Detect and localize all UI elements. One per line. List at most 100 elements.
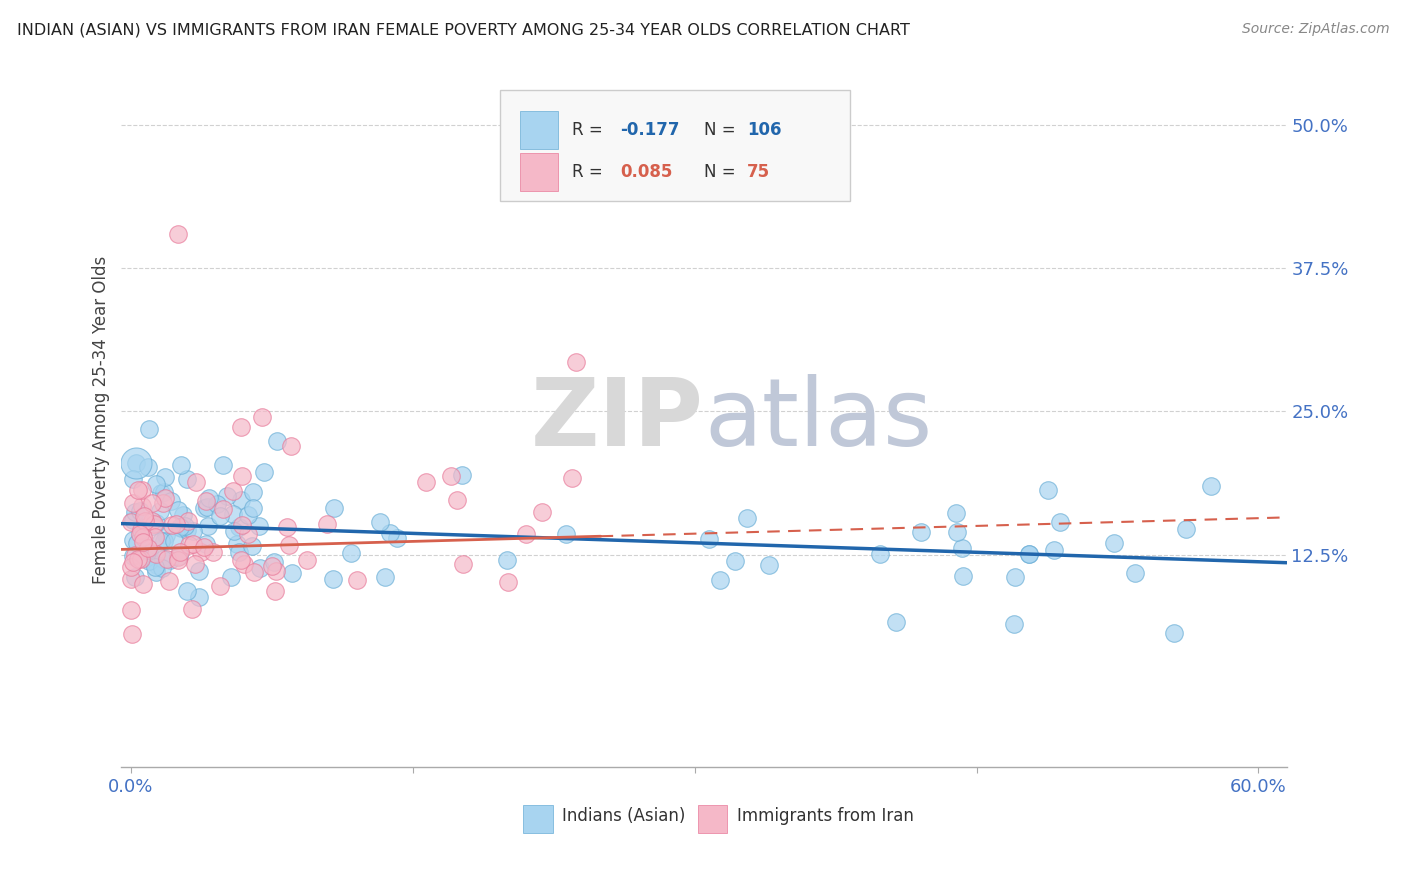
Point (163, 534, 186, 549)
Bar (523, 805, 553, 833)
Point (952, 541, 974, 556)
Point (1038, 483, 1060, 498)
Point (127, 535, 149, 549)
Point (242, 501, 264, 516)
Point (415, 475, 437, 489)
Point (184, 557, 207, 571)
Point (127, 552, 149, 566)
Point (236, 508, 259, 522)
Point (125, 456, 148, 470)
Point (346, 573, 368, 587)
Point (120, 603, 142, 617)
Y-axis label: Female Poverty Among 25-34 Year Olds: Female Poverty Among 25-34 Year Olds (93, 256, 110, 584)
Point (451, 557, 474, 571)
Point (217, 489, 239, 503)
Point (122, 549, 145, 563)
FancyBboxPatch shape (501, 90, 849, 202)
Text: Immigrants from Iran: Immigrants from Iran (737, 806, 914, 825)
Point (143, 559, 166, 574)
Point (167, 549, 190, 564)
Point (378, 525, 401, 540)
Point (121, 533, 143, 548)
Point (1102, 536, 1125, 550)
Point (208, 578, 231, 592)
Bar (520, 112, 558, 149)
Bar (520, 153, 558, 191)
Point (368, 515, 391, 529)
Point (176, 472, 198, 486)
Point (295, 553, 318, 567)
Point (884, 615, 907, 629)
Point (170, 521, 193, 535)
Point (124, 570, 146, 584)
Point (561, 471, 583, 485)
Point (193, 540, 215, 554)
Point (166, 227, 188, 241)
Point (231, 518, 253, 533)
Point (202, 545, 225, 559)
Text: Indians (Asian): Indians (Asian) (562, 806, 685, 825)
Point (169, 544, 191, 558)
Point (243, 565, 266, 579)
Point (167, 549, 190, 564)
Point (122, 513, 145, 527)
Point (152, 552, 174, 566)
Point (315, 516, 337, 531)
Text: 75: 75 (747, 163, 770, 181)
Point (152, 533, 174, 548)
Point (385, 531, 408, 545)
Point (195, 537, 218, 551)
Point (122, 555, 145, 569)
Point (910, 524, 932, 539)
Point (945, 506, 967, 520)
Point (153, 484, 176, 499)
Point (253, 465, 276, 479)
Point (264, 565, 287, 579)
Point (869, 547, 891, 561)
Text: R =: R = (572, 121, 609, 139)
Point (242, 485, 264, 500)
Point (128, 527, 150, 541)
Point (952, 569, 974, 583)
Text: -0.177: -0.177 (620, 121, 679, 139)
Point (1201, 479, 1223, 493)
Point (263, 555, 285, 569)
Point (266, 434, 288, 448)
Point (240, 539, 263, 553)
Point (129, 527, 152, 541)
Point (758, 558, 780, 572)
Point (1049, 515, 1071, 529)
Point (132, 577, 155, 591)
Point (165, 516, 187, 531)
Point (1004, 616, 1026, 631)
Point (152, 496, 174, 510)
Point (167, 553, 190, 567)
Point (145, 566, 167, 580)
Bar (699, 805, 727, 833)
Point (197, 518, 219, 533)
Point (515, 526, 537, 541)
Point (121, 496, 143, 510)
Point (188, 590, 211, 604)
Point (169, 519, 191, 533)
Point (159, 553, 181, 567)
Point (277, 538, 299, 552)
Point (141, 519, 163, 533)
Point (222, 524, 245, 538)
Point (141, 514, 163, 528)
Point (184, 475, 207, 490)
Point (212, 502, 235, 516)
Text: N =: N = (704, 163, 741, 181)
Point (1018, 547, 1040, 561)
Point (155, 470, 177, 484)
Point (945, 524, 967, 539)
Point (322, 572, 344, 586)
Point (565, 355, 588, 369)
Point (121, 472, 143, 486)
Point (149, 504, 172, 518)
Point (120, 572, 142, 586)
Point (180, 602, 202, 616)
Point (149, 534, 172, 549)
Point (374, 570, 396, 584)
Point (155, 528, 177, 542)
